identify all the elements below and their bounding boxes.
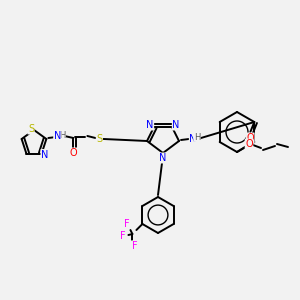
Text: N: N xyxy=(172,120,180,130)
Text: O: O xyxy=(247,133,254,143)
Text: H: H xyxy=(194,133,200,142)
Text: O: O xyxy=(70,148,77,158)
Text: N: N xyxy=(189,134,197,144)
Text: O: O xyxy=(245,139,253,149)
Text: F: F xyxy=(132,241,137,251)
Text: S: S xyxy=(96,134,102,144)
Text: S: S xyxy=(28,124,34,134)
Text: F: F xyxy=(120,231,125,241)
Text: N: N xyxy=(146,120,154,130)
Text: H: H xyxy=(59,131,66,140)
Text: N: N xyxy=(41,149,48,160)
Text: F: F xyxy=(124,219,129,229)
Text: N: N xyxy=(54,131,61,141)
Text: N: N xyxy=(159,153,167,163)
